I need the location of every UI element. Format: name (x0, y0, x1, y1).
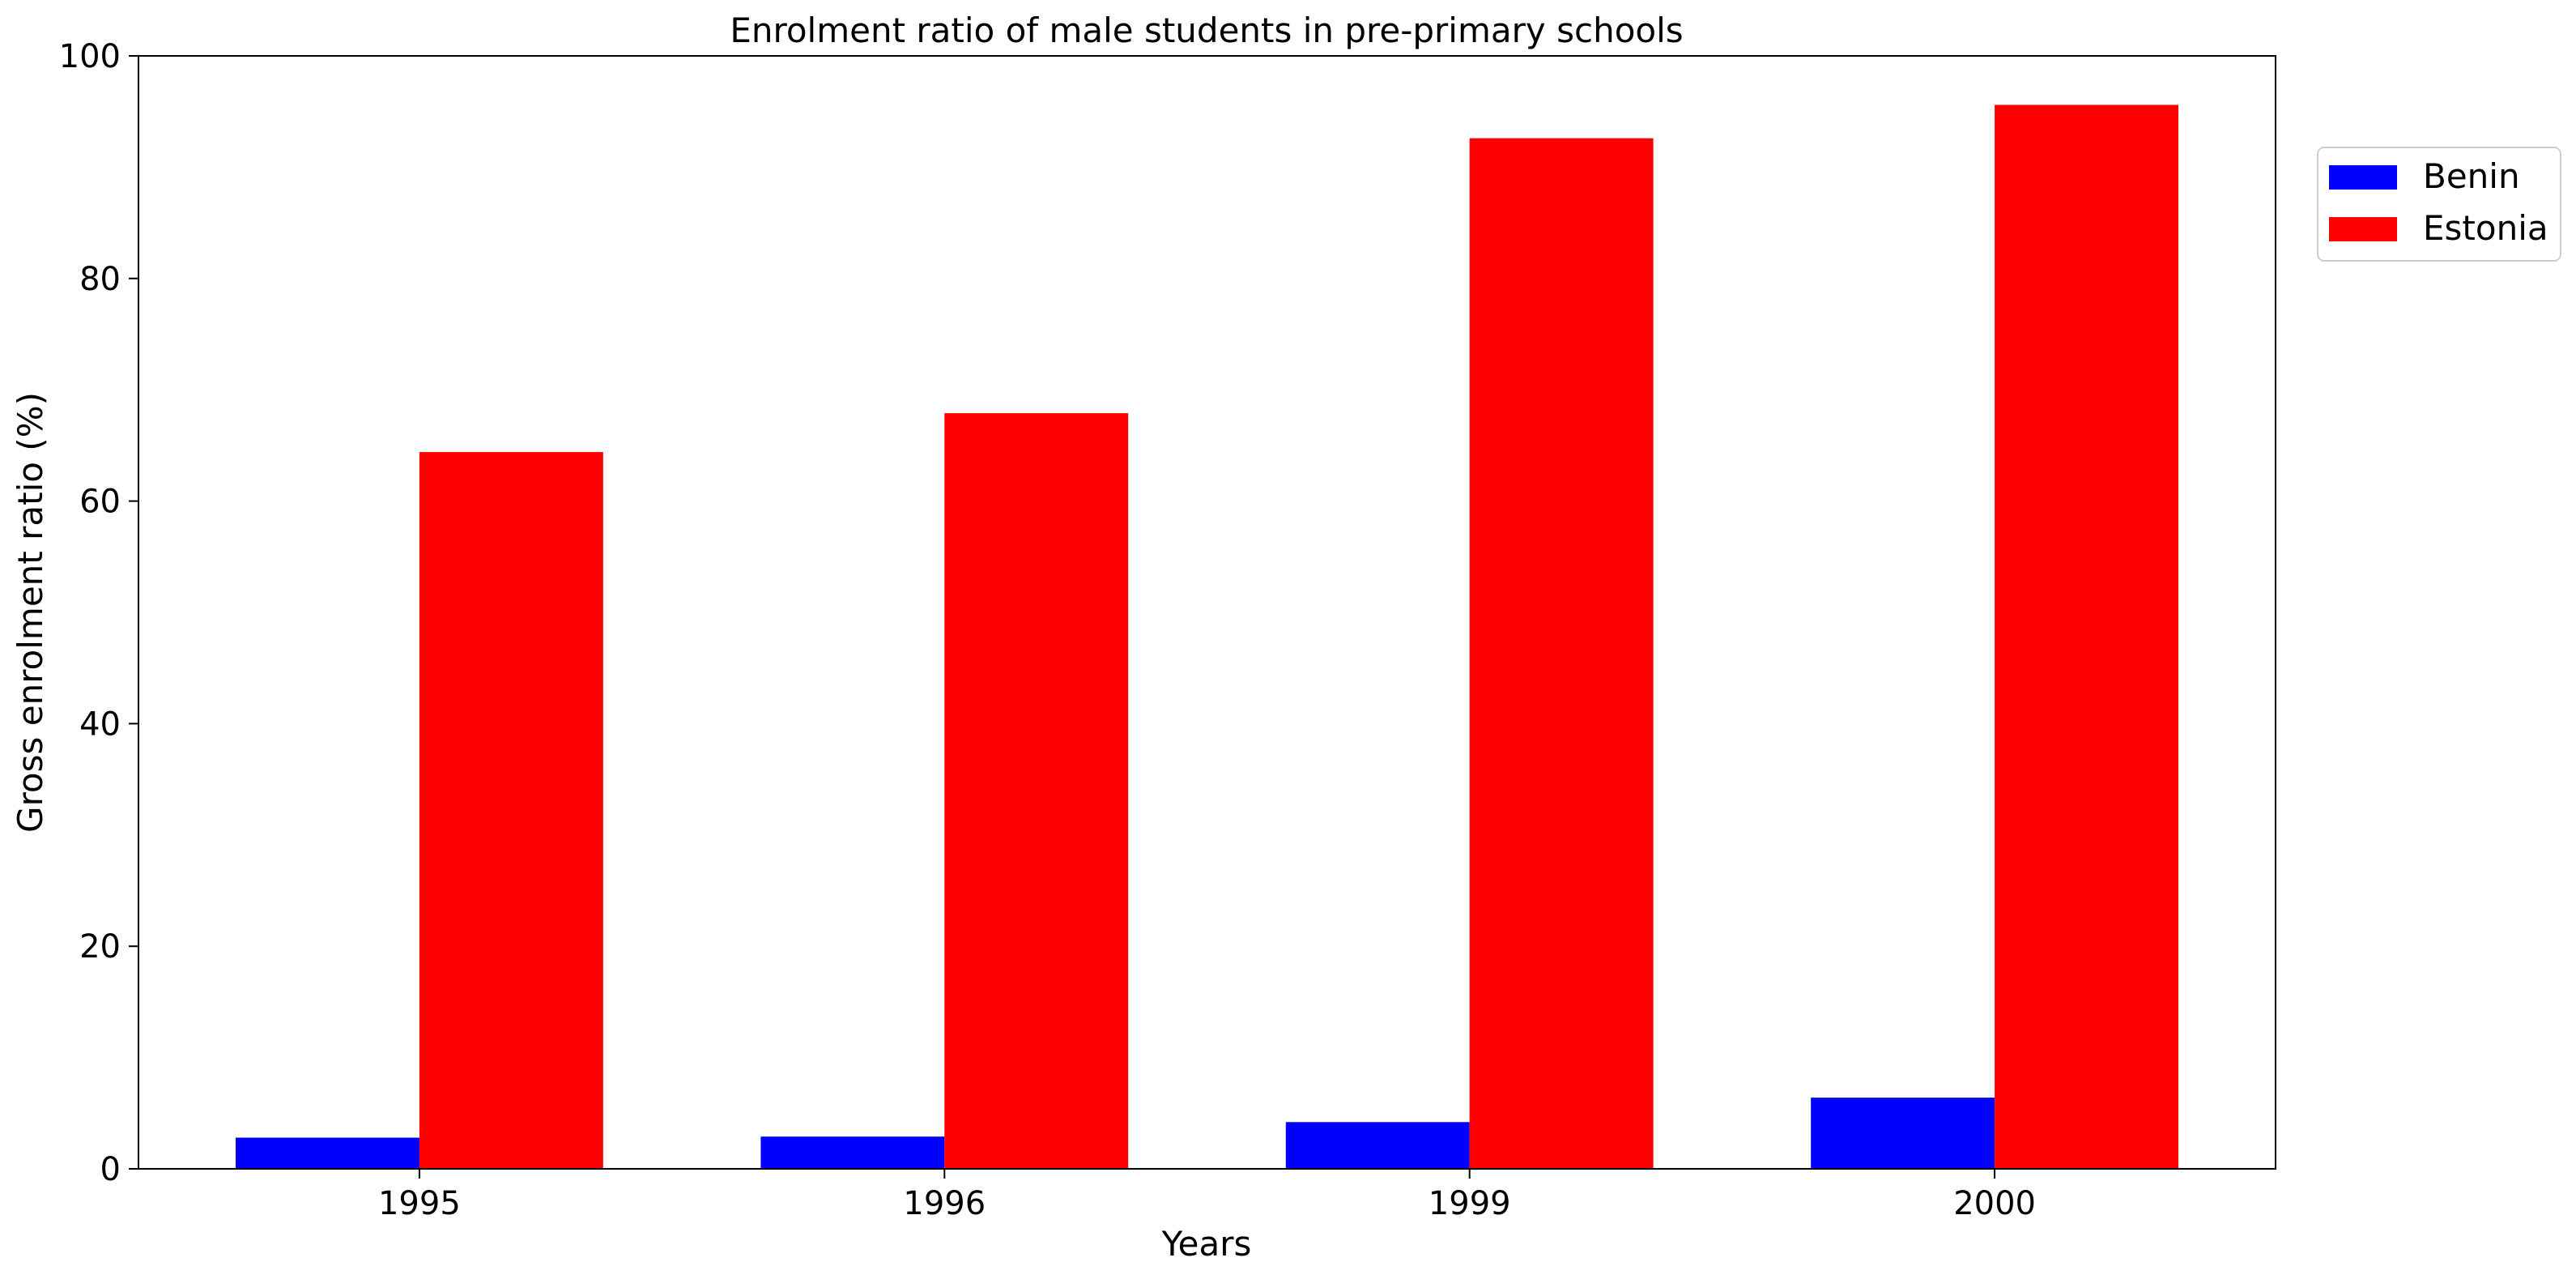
x-axis-label: Years (1161, 1224, 1252, 1264)
bar-benin-1995 (236, 1137, 419, 1169)
bars-layer (236, 104, 2178, 1170)
y-axis: 0 20 40 60 80 100 (59, 38, 138, 1188)
bar-estonia-1996 (944, 413, 1129, 1170)
x-tick-label: 2000 (1953, 1185, 2036, 1222)
legend-label-benin: Benin (2423, 156, 2520, 196)
bar-benin-1996 (760, 1136, 945, 1169)
bar-estonia-1999 (1469, 138, 1654, 1170)
y-tick-label: 20 (79, 928, 121, 966)
legend-swatch-benin (2329, 165, 2397, 190)
bar-estonia-1995 (419, 452, 603, 1169)
y-tick-label: 80 (79, 261, 121, 298)
legend-items: Benin Estonia (2329, 156, 2548, 248)
plot-frame (138, 55, 2276, 1170)
bar-benin-1999 (1285, 1122, 1470, 1169)
x-tick-label: 1995 (378, 1185, 461, 1222)
bar-benin-2000 (1811, 1098, 1995, 1169)
x-axis: 1995 1996 1999 2000 (378, 1169, 2036, 1222)
legend-swatch-estonia (2329, 217, 2397, 241)
legend-label-estonia: Estonia (2423, 208, 2548, 248)
y-tick-label: 60 (79, 484, 121, 521)
y-axis-label: Gross enrolment ratio (%) (11, 392, 50, 833)
legend: Benin Estonia (2317, 147, 2561, 262)
y-tick-label: 40 (79, 706, 121, 743)
y-tick-label: 0 (100, 1151, 121, 1188)
chart-title: Enrolment ratio of male students in pre-… (730, 11, 1683, 50)
y-tick-label: 100 (59, 38, 121, 75)
x-tick-label: 1999 (1429, 1185, 1511, 1222)
x-tick-label: 1996 (903, 1185, 986, 1222)
bar-estonia-2000 (1995, 104, 2178, 1169)
